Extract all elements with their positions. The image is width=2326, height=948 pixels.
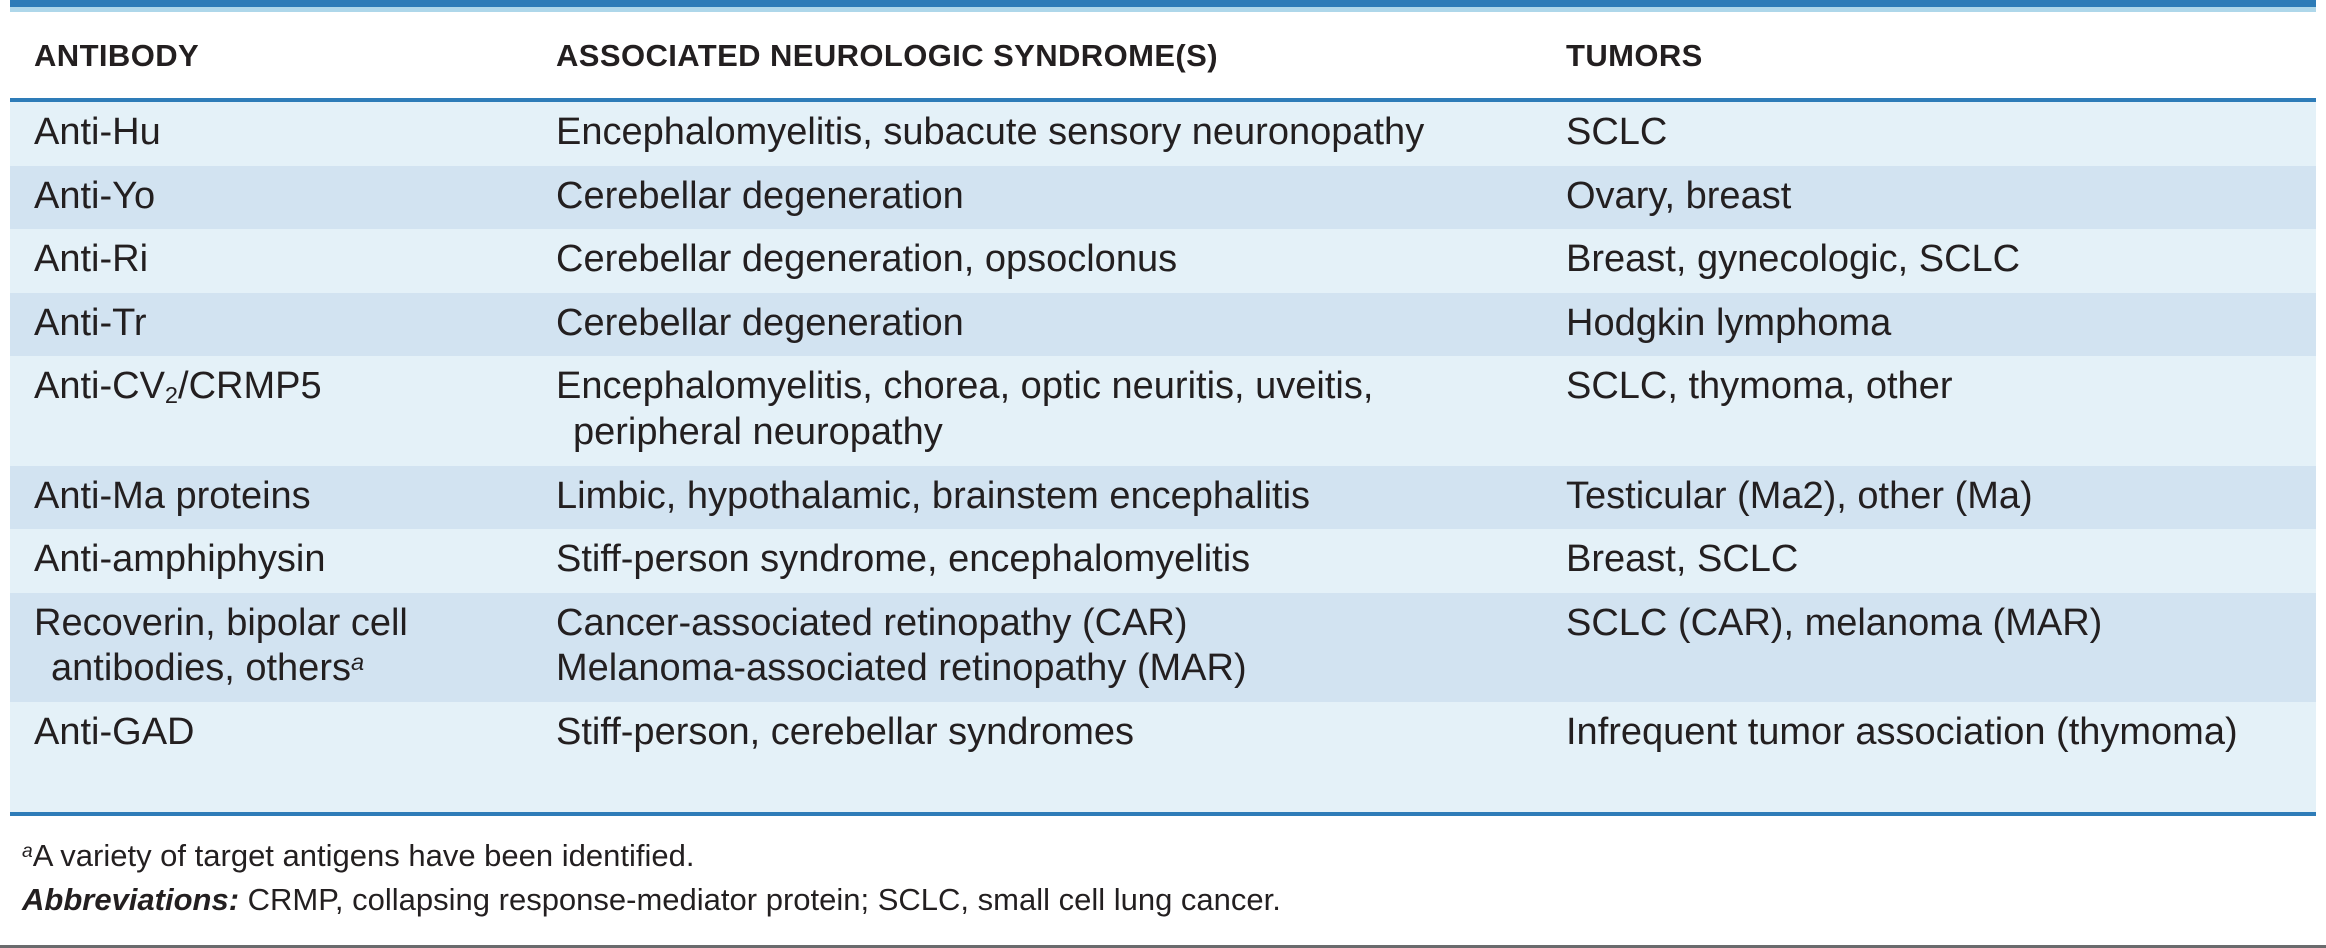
tumors-cell: Testicular (Ma2), other (Ma) (1542, 466, 2316, 530)
syndrome-cell: Encephalomyelitis, chorea, optic neuriti… (532, 356, 1542, 465)
antibody-cell: Anti-Hu (10, 100, 532, 166)
paraneoplastic-antibody-table: ANTIBODY ASSOCIATED NEUROLOGIC SYNDROME(… (10, 12, 2316, 816)
table-row: Anti-Ri Cerebellar degeneration, opsoclon… (10, 229, 2316, 293)
tumors-cell: SCLC, thymoma, other (1542, 356, 2316, 465)
cell-line: peripheral neuropathy (573, 410, 943, 453)
cell-line: Anti-GAD (34, 710, 195, 753)
cell-line: Anti-Tr (34, 301, 147, 344)
cell-line: Anti-Ma proteins (34, 474, 311, 517)
syndrome-cell: Cerebellar degeneration, opsoclonus (532, 229, 1542, 293)
tumors-cell: Infrequent tumor association (thymoma) (1542, 701, 2316, 816)
cell-line: SCLC, thymoma, other (1566, 365, 1953, 408)
table-footnotes: aA variety of target antigens have been … (10, 816, 2316, 922)
antibody-cell: Anti-Tr (10, 293, 532, 357)
syndrome-cell: Cerebellar degeneration (532, 166, 1542, 230)
cell-line: Stiff-person syndrome, encephalomyelitis (556, 538, 1251, 581)
tumors-cell: Hodgkin lymphoma (1542, 293, 2316, 357)
tumors-cell: Breast, gynecologic, SCLC (1542, 229, 2316, 293)
cell-line: Cerebellar degeneration (556, 174, 964, 217)
table-top-rule (10, 0, 2316, 12)
antibody-cell: Anti-Ma proteins (10, 466, 532, 530)
cell-line: Encephalomyelitis, subacute sensory neur… (556, 111, 1425, 153)
tumors-cell: SCLC (CAR), melanoma (MAR) (1542, 593, 2316, 702)
cell-line: Anti-amphiphysin (34, 538, 326, 581)
cell-line: SCLC (1566, 111, 1668, 153)
antibody-cell: Anti-Ri (10, 229, 532, 293)
cell-line: Ovary, breast (1566, 174, 1792, 217)
cell-line: Anti-CV2/CRMP5 (34, 365, 322, 408)
page-bottom-rule (0, 945, 2326, 948)
footnote-text: A variety of target antigens have been i… (32, 837, 695, 873)
cell-line: Breast, SCLC (1566, 538, 1799, 581)
column-header-tumors: TUMORS (1542, 12, 2316, 102)
tumors-cell: Breast, SCLC (1542, 529, 2316, 593)
footnote-abbreviations: Abbreviations: CRMP, collapsing response… (22, 878, 2316, 922)
header-row: ANTIBODY ASSOCIATED NEUROLOGIC SYNDROME(… (10, 12, 2316, 102)
antibody-cell: Anti-GAD (10, 701, 532, 816)
abbreviations-label: Abbreviations: (22, 881, 240, 917)
cell-line: Infrequent tumor association (thymoma) (1566, 710, 2238, 753)
cell-line: Anti-Ri (34, 238, 149, 281)
table-row: Anti-GAD Stiff-person, cerebellar syndrom… (10, 701, 2316, 816)
cell-line: Testicular (Ma2), other (Ma) (1566, 474, 2033, 517)
cell-line: Hodgkin lymphoma (1566, 301, 1892, 344)
cell-line: Anti-Hu (34, 111, 161, 153)
tumors-cell: Ovary, breast (1542, 166, 2316, 230)
table-row: Anti-Hu Encephalomyelitis, subacute senso… (10, 100, 2316, 166)
antibody-cell: Anti-CV2/CRMP5 (10, 356, 532, 465)
table-row: Anti-amphiphysin Stiff-person syndrome, e… (10, 529, 2316, 593)
syndrome-cell: Stiff-person, cerebellar syndromes (532, 701, 1542, 816)
cell-line: Melanoma-associated retinopathy (MAR) (556, 647, 1247, 690)
cell-line: Recoverin, bipolar cell (34, 601, 408, 644)
cell-line: SCLC (CAR), melanoma (MAR) (1566, 601, 2103, 644)
paraneoplastic-antibody-table-wrap: ANTIBODY ASSOCIATED NEUROLOGIC SYNDROME(… (10, 0, 2316, 922)
abbreviations-text: CRMP, collapsing response-mediator prote… (239, 881, 1281, 917)
table-header: ANTIBODY ASSOCIATED NEUROLOGIC SYNDROME(… (10, 12, 2316, 102)
cell-line: Anti-Yo (34, 174, 156, 217)
syndrome-cell: Cerebellar degeneration (532, 293, 1542, 357)
table-row: Anti-CV2/CRMP5 Encephalomyelitis, chorea,… (10, 356, 2316, 466)
syndrome-cell: Stiff-person syndrome, encephalomyelitis (532, 529, 1542, 593)
antibody-cell: Anti-amphiphysin (10, 529, 532, 593)
footnote-target-antigens: aA variety of target antigens have been … (22, 834, 2316, 878)
tumors-cell: SCLC (1542, 100, 2316, 166)
cell-line: Limbic, hypothalamic, brainstem encephal… (556, 474, 1311, 517)
syndrome-cell: Encephalomyelitis, subacute sensory neur… (532, 100, 1542, 166)
table-row: Anti-Ma proteins Limbic, hypothalamic, br… (10, 465, 2316, 530)
column-header-syndromes: ASSOCIATED NEUROLOGIC SYNDROME(S) (532, 12, 1542, 102)
cell-line: Breast, gynecologic, SCLC (1566, 238, 2021, 281)
antibody-cell: Anti-Yo (10, 166, 532, 230)
cell-line: Cancer-associated retinopathy (CAR) (556, 601, 1188, 644)
table-body: Anti-Hu Encephalomyelitis, subacute senso… (10, 100, 2316, 816)
table-row: Anti-Tr Cerebellar degeneration Hodgkin ly… (10, 292, 2316, 357)
cell-line: Cerebellar degeneration, opsoclonus (556, 238, 1178, 281)
antibody-cell: Recoverin, bipolar cell antibodies, other… (10, 593, 532, 702)
footnote-marker: a (22, 840, 33, 862)
cell-line: antibodies, othersa (51, 647, 365, 690)
cell-line: Stiff-person, cerebellar syndromes (556, 710, 1134, 753)
syndrome-cell: Cancer-associated retinopathy (CAR) Melan… (532, 593, 1542, 702)
syndrome-cell: Limbic, hypothalamic, brainstem encephal… (532, 466, 1542, 530)
cell-line: Cerebellar degeneration (556, 301, 964, 344)
column-header-antibody: ANTIBODY (10, 12, 532, 102)
cell-line: Encephalomyelitis, chorea, optic neuriti… (556, 365, 1374, 408)
table-row: Anti-Yo Cerebellar degeneration Ovary, bre… (10, 165, 2316, 230)
table-row: Recoverin, bipolar cell antibodies, other… (10, 592, 2316, 702)
